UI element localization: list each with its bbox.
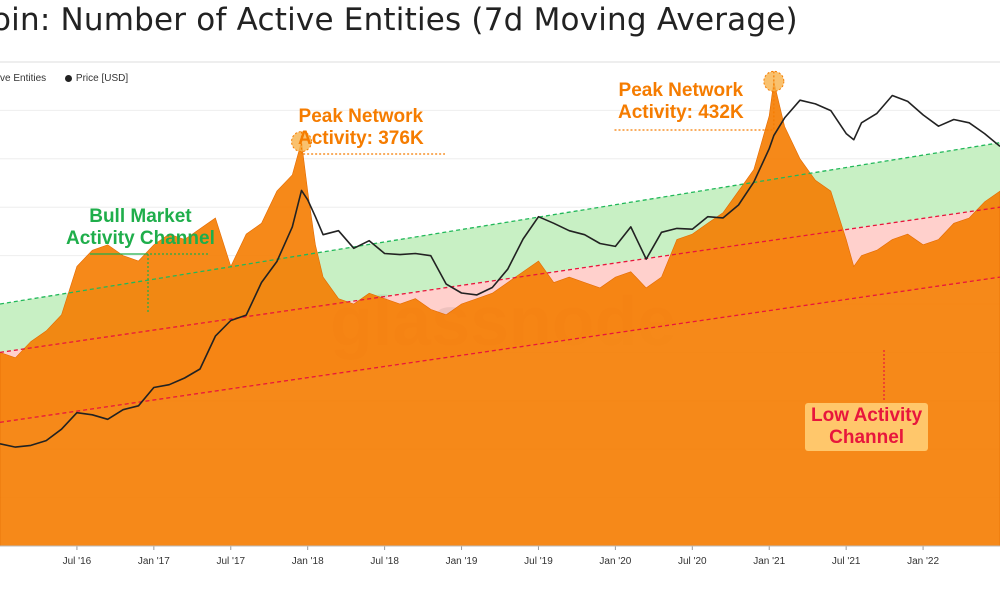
x-tick-label: Jul '16 [63,556,92,567]
low-channel-upper-line [0,206,1000,354]
legend-price-marker [64,75,72,82]
legend-price-label[interactable]: Price [USD] [75,73,129,84]
bull-channel-upper-line [0,142,1000,305]
low-channel-lower-line [0,276,1000,423]
x-tick-label: Jan '21 [753,556,785,567]
annotation-peak-2021: Peak Network Activity: 432K [618,80,744,123]
entities-area [0,81,1000,547]
x-tick-label: Jan '17 [138,556,170,567]
x-tick-label: Jul '21 [832,556,861,567]
x-tick-label: Jan '19 [446,556,478,567]
x-tick-label: Jan '20 [599,556,631,567]
price-line [0,94,1000,448]
x-tick-label: Jul '17 [216,556,245,567]
chart-title: oin: Number of Active Entities (7d Movin… [0,2,798,38]
x-tick-label: Jan '18 [292,556,324,567]
peak-2021-leader [613,71,775,131]
legend-entities-label[interactable]: ve Entities [0,73,47,84]
x-tick-label: Jul '18 [370,556,399,567]
annotation-bull-channel: Bull Market Activity Channel [66,206,215,249]
bull-channel-leader [90,253,208,312]
annotation-low-channel: Low Activity Channel [805,403,929,451]
x-tick-label: Jul '19 [524,556,553,567]
legend: ve Entities Price [USD] [0,73,128,84]
x-tick-label: Jul '20 [678,556,707,567]
annotation-peak-2018: Peak Network Activity: 376K [298,106,424,149]
x-tick-label: Jan '22 [907,556,939,567]
